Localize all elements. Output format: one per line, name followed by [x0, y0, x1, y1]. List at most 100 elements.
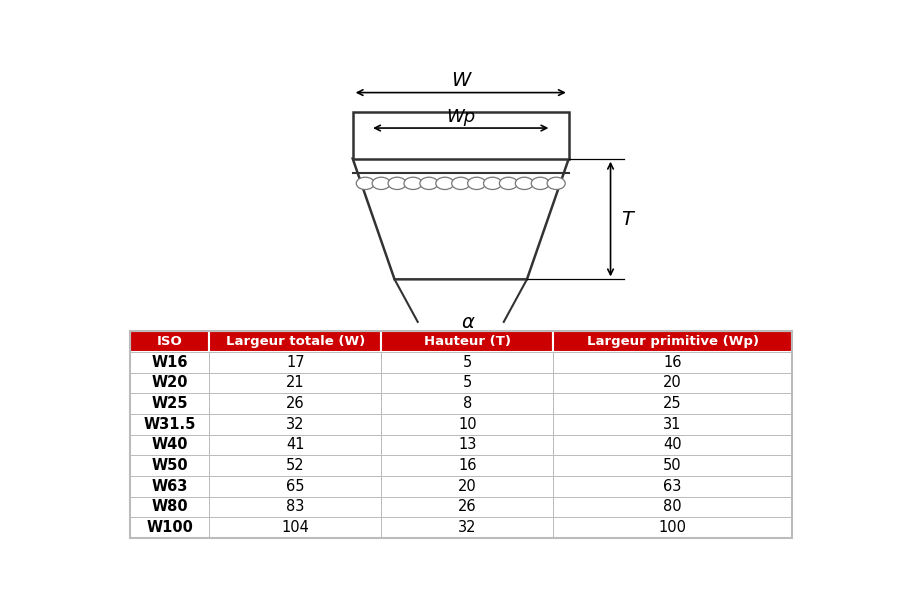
Text: 104: 104 [281, 520, 309, 535]
Text: 63: 63 [663, 479, 681, 494]
Bar [129, 373, 209, 394]
Text: 26: 26 [286, 396, 305, 411]
Bar [381, 456, 554, 476]
Bar [129, 414, 209, 435]
Circle shape [451, 177, 470, 190]
Text: 31: 31 [663, 417, 681, 432]
Text: 8: 8 [463, 396, 472, 411]
Text: 41: 41 [286, 438, 305, 453]
Bar [129, 456, 209, 476]
Circle shape [515, 177, 533, 190]
Text: ISO: ISO [156, 335, 182, 348]
Bar [129, 435, 209, 456]
Bar [129, 332, 209, 352]
Bar [129, 332, 792, 538]
Text: 32: 32 [286, 417, 305, 432]
Circle shape [420, 177, 438, 190]
Text: 5: 5 [463, 355, 472, 370]
Bar [381, 517, 554, 538]
Bar [129, 517, 209, 538]
Bar [129, 352, 209, 373]
Text: W31.5: W31.5 [143, 417, 196, 432]
Bar [209, 517, 381, 538]
Text: 16: 16 [458, 458, 476, 473]
Bar [554, 352, 792, 373]
Bar [554, 476, 792, 497]
Text: α: α [461, 313, 474, 332]
Bar [209, 352, 381, 373]
Circle shape [436, 177, 454, 190]
Text: Hauteur (T): Hauteur (T) [423, 335, 511, 348]
Bar [381, 414, 554, 435]
Bar [209, 476, 381, 497]
Text: 16: 16 [663, 355, 681, 370]
Text: 20: 20 [458, 479, 476, 494]
Bar [381, 394, 554, 414]
Text: 32: 32 [458, 520, 476, 535]
Text: 65: 65 [286, 479, 305, 494]
Bar [381, 435, 554, 456]
Bar [554, 414, 792, 435]
Bar [554, 394, 792, 414]
Text: W25: W25 [151, 396, 188, 411]
Bar [209, 456, 381, 476]
Text: W100: W100 [146, 520, 193, 535]
Text: 80: 80 [663, 499, 681, 515]
Bar [209, 394, 381, 414]
Bar [129, 476, 209, 497]
Text: 40: 40 [663, 438, 681, 453]
Text: 21: 21 [286, 376, 305, 391]
Text: W20: W20 [151, 376, 188, 391]
Text: 25: 25 [663, 396, 681, 411]
Circle shape [547, 177, 565, 190]
Circle shape [404, 177, 422, 190]
Bar [554, 456, 792, 476]
Text: Wp: Wp [446, 107, 476, 126]
Text: T: T [621, 209, 633, 228]
Circle shape [372, 177, 390, 190]
Text: W40: W40 [151, 438, 188, 453]
Text: Largeur primitive (Wp): Largeur primitive (Wp) [586, 335, 759, 348]
Bar [554, 517, 792, 538]
Circle shape [388, 177, 406, 190]
Bar [209, 332, 381, 352]
Bar [381, 476, 554, 497]
Bar [554, 497, 792, 517]
Text: 10: 10 [458, 417, 476, 432]
Bar [554, 373, 792, 394]
Text: W63: W63 [151, 479, 188, 494]
Circle shape [484, 177, 502, 190]
Bar [381, 352, 554, 373]
Circle shape [500, 177, 518, 190]
Text: 26: 26 [458, 499, 476, 515]
Text: 20: 20 [663, 376, 682, 391]
Bar [209, 414, 381, 435]
Bar [209, 373, 381, 394]
Bar [554, 332, 792, 352]
Circle shape [467, 177, 485, 190]
Bar [209, 497, 381, 517]
Circle shape [531, 177, 549, 190]
Circle shape [356, 177, 374, 190]
Bar [381, 373, 554, 394]
Bar [129, 497, 209, 517]
Bar [381, 497, 554, 517]
Bar [209, 435, 381, 456]
Text: 17: 17 [286, 355, 305, 370]
Bar [129, 394, 209, 414]
Text: W50: W50 [151, 458, 188, 473]
Text: 52: 52 [286, 458, 305, 473]
Text: W80: W80 [151, 499, 188, 515]
Text: 50: 50 [663, 458, 681, 473]
Text: W16: W16 [151, 355, 188, 370]
Text: Largeur totale (W): Largeur totale (W) [226, 335, 365, 348]
Text: 13: 13 [458, 438, 476, 453]
Text: 5: 5 [463, 376, 472, 391]
Text: W: W [451, 71, 470, 90]
Bar [554, 435, 792, 456]
Text: 100: 100 [659, 520, 687, 535]
Text: 83: 83 [286, 499, 305, 515]
FancyBboxPatch shape [352, 112, 569, 159]
Polygon shape [352, 159, 569, 279]
Bar [381, 332, 554, 352]
